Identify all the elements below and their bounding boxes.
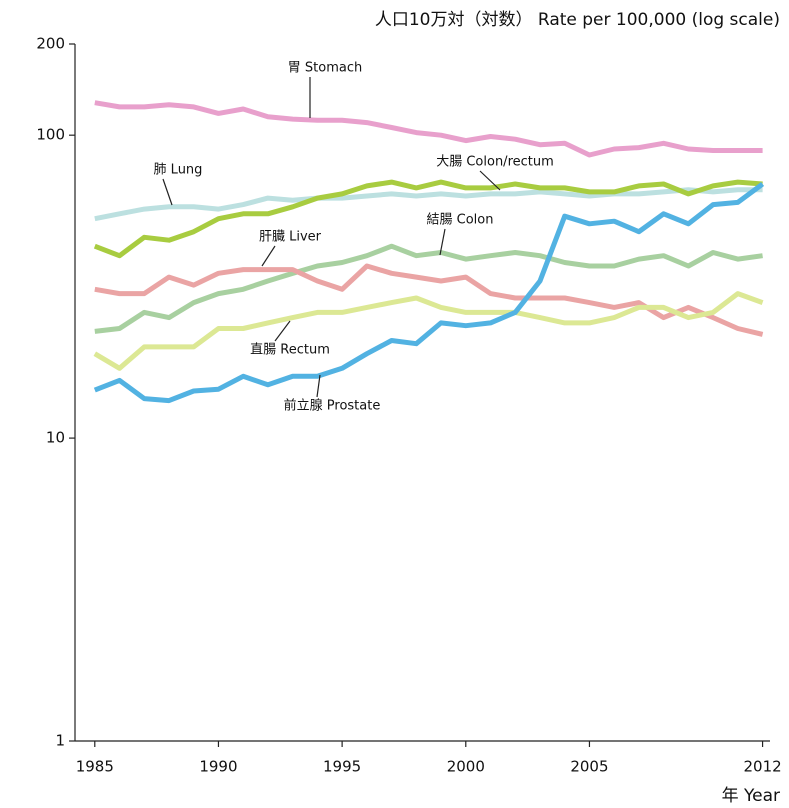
series-label: 結腸 Colon bbox=[427, 213, 494, 228]
series-line bbox=[93, 179, 763, 259]
label-leader bbox=[316, 374, 321, 398]
series-line bbox=[94, 187, 763, 222]
series-label: 直腸 Rectum bbox=[250, 343, 330, 358]
x-tick-label: 2005 bbox=[570, 758, 608, 776]
label-leader bbox=[439, 228, 446, 256]
chart-title: 人口10万対（対数） Rate per 100,000 (log scale) bbox=[375, 10, 780, 30]
series-line bbox=[93, 291, 764, 371]
y-tick-label: 100 bbox=[36, 126, 65, 144]
series-line bbox=[94, 100, 763, 158]
y-tick-label: 10 bbox=[46, 429, 65, 447]
series-line bbox=[94, 243, 763, 334]
series-label: 肝臓 Liver bbox=[259, 230, 322, 245]
y-tick-label: 200 bbox=[36, 35, 65, 53]
series-label: 肺 Lung bbox=[154, 163, 203, 178]
series-label: 大腸 Colon/rectum bbox=[436, 155, 554, 170]
x-tick-label: 2000 bbox=[447, 758, 485, 776]
x-axis-label: 年 Year bbox=[722, 786, 780, 806]
series-label: 胃 Stomach bbox=[288, 61, 362, 76]
y-tick-label: 1 bbox=[55, 732, 65, 750]
series-label: 前立腺 Prostate bbox=[284, 398, 381, 414]
label-leader bbox=[274, 320, 291, 342]
x-tick-label: 1995 bbox=[323, 758, 361, 776]
series-line bbox=[93, 181, 765, 404]
label-leader bbox=[479, 170, 501, 191]
label-leader bbox=[162, 178, 173, 206]
label-leader bbox=[261, 245, 276, 267]
x-tick-label: 1990 bbox=[199, 758, 237, 776]
x-tick-label: 2012 bbox=[743, 758, 781, 776]
x-tick-label: 1985 bbox=[76, 758, 114, 776]
series-line bbox=[94, 263, 764, 337]
